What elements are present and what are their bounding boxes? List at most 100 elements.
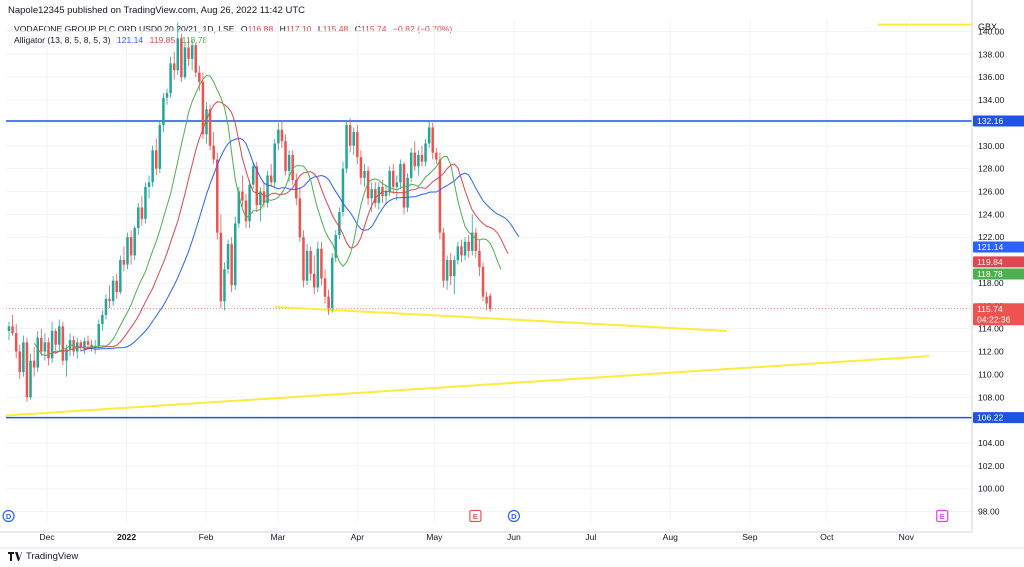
candle bbox=[137, 202, 140, 235]
candle-body bbox=[90, 344, 93, 349]
candle-body bbox=[158, 125, 162, 169]
earnings-event-icon[interactable]: E bbox=[936, 509, 949, 523]
earnings-marker bbox=[469, 509, 482, 523]
candle bbox=[183, 42, 187, 80]
candle-body bbox=[338, 212, 341, 235]
candle bbox=[198, 65, 201, 91]
candle bbox=[273, 138, 276, 187]
candle bbox=[79, 340, 83, 352]
price-label-bg bbox=[973, 412, 1024, 424]
x-tick-label: Dec bbox=[39, 532, 55, 542]
candle bbox=[29, 353, 32, 400]
candle-body bbox=[165, 93, 169, 98]
brand-text: TradingView bbox=[26, 551, 79, 562]
candle-body bbox=[11, 326, 14, 334]
close-value: 115.74 bbox=[360, 24, 387, 34]
candle bbox=[47, 337, 50, 366]
candle-body bbox=[370, 189, 373, 199]
candle-body bbox=[212, 145, 215, 160]
candle-body bbox=[65, 349, 68, 361]
price-label-bg bbox=[973, 241, 1024, 253]
candle-body bbox=[287, 154, 291, 171]
indicator-name[interactable]: Alligator (13, 8, 5, 8, 5, 3) bbox=[14, 35, 111, 45]
candle-body bbox=[198, 72, 201, 82]
candle-body bbox=[460, 246, 463, 256]
y-tick-label: 136.00 bbox=[978, 72, 1005, 82]
candle bbox=[111, 276, 115, 306]
candle-body bbox=[255, 166, 259, 206]
candle-body bbox=[43, 342, 47, 352]
candle bbox=[219, 214, 223, 309]
candle bbox=[194, 42, 197, 78]
alligator-lines bbox=[33, 74, 520, 357]
candle bbox=[442, 228, 445, 288]
candle bbox=[115, 273, 118, 299]
candle-body bbox=[442, 232, 445, 281]
candle bbox=[388, 166, 391, 197]
candle bbox=[485, 292, 488, 311]
candle bbox=[241, 175, 244, 208]
candle bbox=[162, 93, 165, 133]
candle bbox=[277, 122, 280, 151]
y-tick-label: 134.00 bbox=[978, 95, 1005, 105]
candle-body bbox=[147, 182, 151, 187]
earnings-event-icon[interactable]: E bbox=[469, 509, 482, 523]
candle bbox=[18, 344, 22, 379]
candle bbox=[230, 237, 233, 293]
candle bbox=[460, 239, 463, 263]
candle-body bbox=[348, 125, 352, 146]
tradingview-footer: TradingView bbox=[8, 551, 78, 562]
candle bbox=[449, 253, 452, 286]
candle bbox=[233, 216, 237, 290]
candle bbox=[83, 337, 86, 354]
y-tick-label: 140.00 bbox=[978, 26, 1005, 36]
candle bbox=[216, 152, 219, 240]
candle bbox=[320, 241, 323, 286]
candle bbox=[359, 150, 363, 185]
candle-body bbox=[417, 154, 420, 167]
candle bbox=[126, 232, 129, 270]
candle bbox=[453, 255, 456, 295]
y-tick-label: 138.00 bbox=[978, 49, 1005, 59]
earnings-marker bbox=[936, 509, 949, 523]
candle bbox=[180, 33, 183, 82]
candle-body bbox=[334, 234, 338, 258]
dividend-event-icon[interactable]: D bbox=[507, 509, 520, 523]
candle-body bbox=[248, 184, 251, 222]
candle bbox=[25, 337, 29, 402]
dividend-event-icon[interactable]: D bbox=[2, 509, 15, 523]
candle bbox=[54, 328, 57, 354]
candle-body bbox=[187, 47, 190, 59]
symbol-name[interactable]: VODAFONE GROUP PLC ORD USD0.20 20/21, 1D… bbox=[14, 24, 235, 34]
candle bbox=[187, 38, 190, 66]
candle-body bbox=[427, 127, 431, 144]
candle-body bbox=[262, 191, 266, 203]
publish-header: Napole12345 published on TradingView.com… bbox=[8, 5, 305, 16]
trend-line bbox=[275, 305, 727, 332]
candle-body bbox=[190, 45, 194, 59]
candle-body bbox=[431, 127, 434, 153]
symbol-legend: VODAFONE GROUP PLC ORD USD0.20 20/21, 1D… bbox=[14, 24, 452, 34]
candle bbox=[284, 134, 287, 176]
candle-body bbox=[244, 200, 248, 222]
candle-body bbox=[169, 63, 172, 94]
candle-body bbox=[122, 260, 126, 265]
candle bbox=[251, 161, 255, 190]
candle-body bbox=[399, 164, 402, 183]
candle bbox=[50, 321, 54, 363]
candle bbox=[352, 127, 355, 155]
candle bbox=[7, 321, 11, 341]
candle bbox=[305, 244, 309, 286]
candle-body bbox=[151, 150, 154, 183]
candle bbox=[154, 138, 158, 176]
lips-value: 118.78 bbox=[181, 35, 208, 45]
candle bbox=[395, 175, 399, 201]
candle bbox=[478, 239, 481, 277]
candle bbox=[424, 138, 427, 167]
candle bbox=[334, 230, 338, 263]
candle-body bbox=[208, 109, 212, 146]
x-tick-label: Oct bbox=[820, 532, 834, 542]
candle bbox=[345, 120, 348, 174]
candle-body bbox=[133, 228, 136, 256]
